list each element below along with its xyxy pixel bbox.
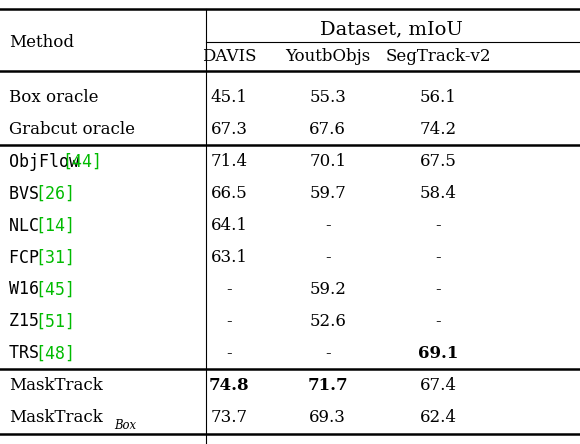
Text: -: - (226, 345, 232, 362)
Text: -: - (435, 249, 441, 266)
Text: 71.4: 71.4 (211, 153, 248, 170)
Text: 67.3: 67.3 (211, 121, 248, 138)
Text: TRS: TRS (9, 345, 49, 362)
Text: [31]: [31] (35, 249, 75, 266)
Text: 59.2: 59.2 (309, 281, 346, 298)
Text: NLC: NLC (9, 217, 49, 234)
Text: 69.3: 69.3 (309, 409, 346, 426)
Text: SegTrack-v2: SegTrack-v2 (385, 48, 491, 65)
Text: 45.1: 45.1 (211, 89, 248, 106)
Text: [26]: [26] (35, 185, 75, 202)
Text: Z15: Z15 (9, 313, 49, 330)
Text: 58.4: 58.4 (419, 185, 456, 202)
Text: Method: Method (9, 34, 74, 52)
Text: Dataset, mIoU: Dataset, mIoU (320, 20, 463, 38)
Text: 59.7: 59.7 (309, 185, 346, 202)
Text: 67.5: 67.5 (419, 153, 456, 170)
Text: 74.8: 74.8 (209, 377, 249, 394)
Text: -: - (325, 249, 331, 266)
Text: 71.7: 71.7 (307, 377, 348, 394)
Text: 73.7: 73.7 (211, 409, 248, 426)
Text: ObjFlow: ObjFlow (9, 153, 89, 170)
Text: MaskTrack: MaskTrack (9, 377, 103, 394)
Text: -: - (435, 313, 441, 330)
Text: 67.6: 67.6 (309, 121, 346, 138)
Text: 56.1: 56.1 (419, 89, 456, 106)
Text: 74.2: 74.2 (419, 121, 456, 138)
Text: Box oracle: Box oracle (9, 89, 98, 106)
Text: 70.1: 70.1 (309, 153, 346, 170)
Text: [48]: [48] (35, 345, 75, 362)
Text: YoutbObjs: YoutbObjs (285, 48, 370, 65)
Text: [45]: [45] (35, 281, 75, 298)
Text: [44]: [44] (62, 153, 102, 170)
Text: MaskTrack: MaskTrack (9, 409, 103, 426)
Text: DAVIS: DAVIS (202, 48, 256, 65)
Text: -: - (435, 217, 441, 234)
Text: 52.6: 52.6 (309, 313, 346, 330)
Text: 63.1: 63.1 (211, 249, 248, 266)
Text: Box: Box (114, 419, 136, 432)
Text: 66.5: 66.5 (211, 185, 248, 202)
Text: W16: W16 (9, 281, 49, 298)
Text: 67.4: 67.4 (419, 377, 456, 394)
Text: FCP: FCP (9, 249, 49, 266)
Text: -: - (226, 281, 232, 298)
Text: -: - (325, 345, 331, 362)
Text: 69.1: 69.1 (418, 345, 458, 362)
Text: Grabcut oracle: Grabcut oracle (9, 121, 135, 138)
Text: 62.4: 62.4 (419, 409, 456, 426)
Text: BVS: BVS (9, 185, 49, 202)
Text: [51]: [51] (35, 313, 75, 330)
Text: -: - (325, 217, 331, 234)
Text: -: - (226, 313, 232, 330)
Text: [14]: [14] (35, 217, 75, 234)
Text: 55.3: 55.3 (309, 89, 346, 106)
Text: 64.1: 64.1 (211, 217, 248, 234)
Text: -: - (435, 281, 441, 298)
